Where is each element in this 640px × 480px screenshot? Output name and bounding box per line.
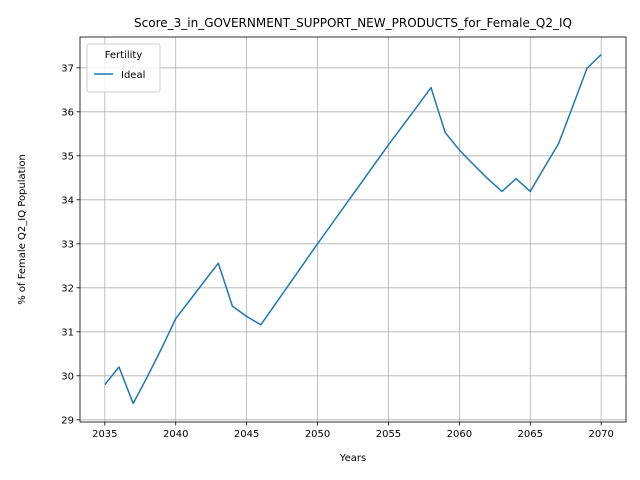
x-tick-label: 2065 — [518, 429, 543, 440]
series-lines — [104, 54, 602, 405]
legend-title: Fertility — [105, 50, 143, 61]
legend: Fertility Ideal — [86, 43, 161, 93]
x-tick-label: 2035 — [92, 429, 117, 440]
x-tick-label: 2070 — [588, 429, 613, 440]
x-tick-label: 2040 — [163, 429, 188, 440]
grid-lines — [80, 37, 626, 422]
x-tick-label: 2050 — [305, 429, 330, 440]
axis-ticks: 2035 2040 2045 2050 2055 2060 2065 2070 29 30 31 32… — [61, 63, 614, 440]
series-line-ideal — [104, 54, 602, 405]
x-tick-label: 2045 — [234, 429, 259, 440]
chart-title: Score_3_in_GOVERNMENT_SUPPORT_NEW_PRODUC… — [134, 16, 572, 30]
y-tick-label: 37 — [61, 63, 74, 74]
y-tick-label: 36 — [61, 107, 74, 118]
y-tick-label: 32 — [61, 283, 74, 294]
y-tick-label: 35 — [61, 151, 74, 162]
legend-box — [86, 43, 161, 93]
y-tick-label: 33 — [61, 239, 74, 250]
x-tick-label: 2060 — [447, 429, 472, 440]
x-tick-label: 2055 — [376, 429, 401, 440]
y-tick-label: 29 — [61, 415, 74, 426]
y-tick-label: 34 — [61, 195, 74, 206]
plot-area-frame — [79, 36, 627, 423]
legend-label-ideal: Ideal — [121, 70, 145, 81]
y-tick-label: 30 — [61, 371, 74, 382]
y-tick-label: 31 — [61, 327, 74, 338]
x-axis-label: Years — [339, 453, 366, 464]
y-axis-label: % of Female Q2_IQ Population — [17, 154, 28, 305]
